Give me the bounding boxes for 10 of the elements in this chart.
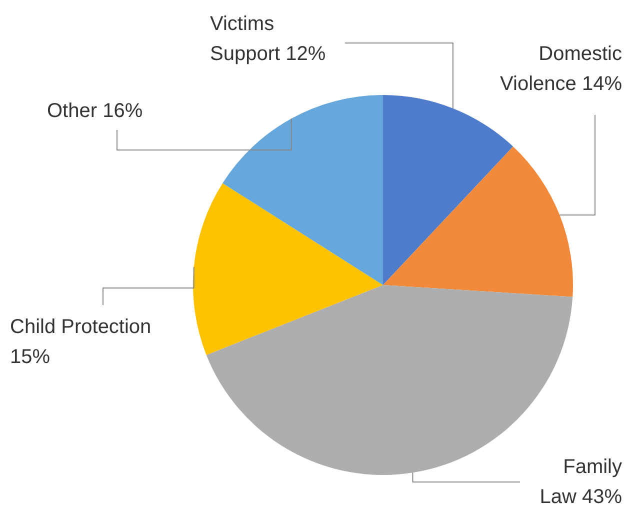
slice-label: Domestic Violence 14% <box>500 43 622 95</box>
pie-slice <box>222 95 383 285</box>
slice-label: Child Protection <box>10 316 152 338</box>
pie-slice <box>193 183 383 355</box>
slice-label: Family Law 43% <box>540 456 622 506</box>
pie-slice <box>383 146 573 297</box>
slice-label: Victims Support 12% <box>210 13 326 65</box>
pie-slice <box>383 95 514 285</box>
data-label: 15% <box>10 346 50 368</box>
slice-label: Other 16% <box>47 100 143 122</box>
